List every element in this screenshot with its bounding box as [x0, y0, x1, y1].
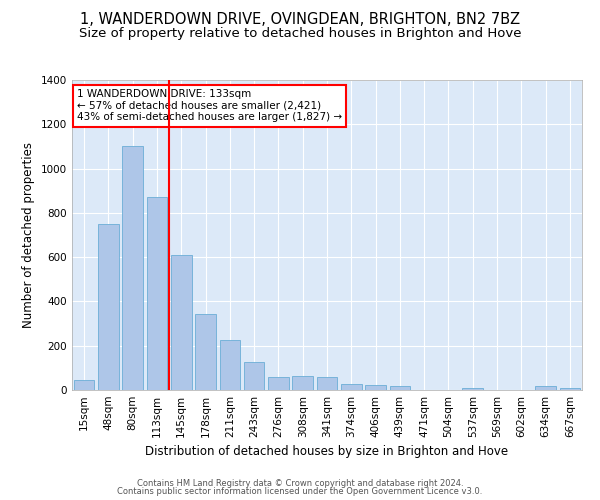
Bar: [244, 362, 265, 390]
Bar: [535, 386, 556, 390]
Bar: [560, 388, 580, 390]
Bar: [268, 377, 289, 390]
Bar: [122, 146, 143, 390]
Bar: [195, 314, 216, 390]
Bar: [74, 380, 94, 390]
Text: 1 WANDERDOWN DRIVE: 133sqm
← 57% of detached houses are smaller (2,421)
43% of s: 1 WANDERDOWN DRIVE: 133sqm ← 57% of deta…: [77, 90, 342, 122]
Bar: [171, 255, 191, 390]
Text: Contains public sector information licensed under the Open Government Licence v3: Contains public sector information licen…: [118, 487, 482, 496]
Y-axis label: Number of detached properties: Number of detached properties: [22, 142, 35, 328]
Bar: [365, 385, 386, 390]
Bar: [146, 198, 167, 390]
Bar: [341, 384, 362, 390]
Text: Contains HM Land Registry data © Crown copyright and database right 2024.: Contains HM Land Registry data © Crown c…: [137, 478, 463, 488]
Bar: [389, 386, 410, 390]
X-axis label: Distribution of detached houses by size in Brighton and Hove: Distribution of detached houses by size …: [145, 446, 509, 458]
Bar: [463, 388, 483, 390]
Bar: [292, 376, 313, 390]
Text: Size of property relative to detached houses in Brighton and Hove: Size of property relative to detached ho…: [79, 28, 521, 40]
Bar: [98, 224, 119, 390]
Text: 1, WANDERDOWN DRIVE, OVINGDEAN, BRIGHTON, BN2 7BZ: 1, WANDERDOWN DRIVE, OVINGDEAN, BRIGHTON…: [80, 12, 520, 28]
Bar: [220, 340, 240, 390]
Bar: [317, 376, 337, 390]
